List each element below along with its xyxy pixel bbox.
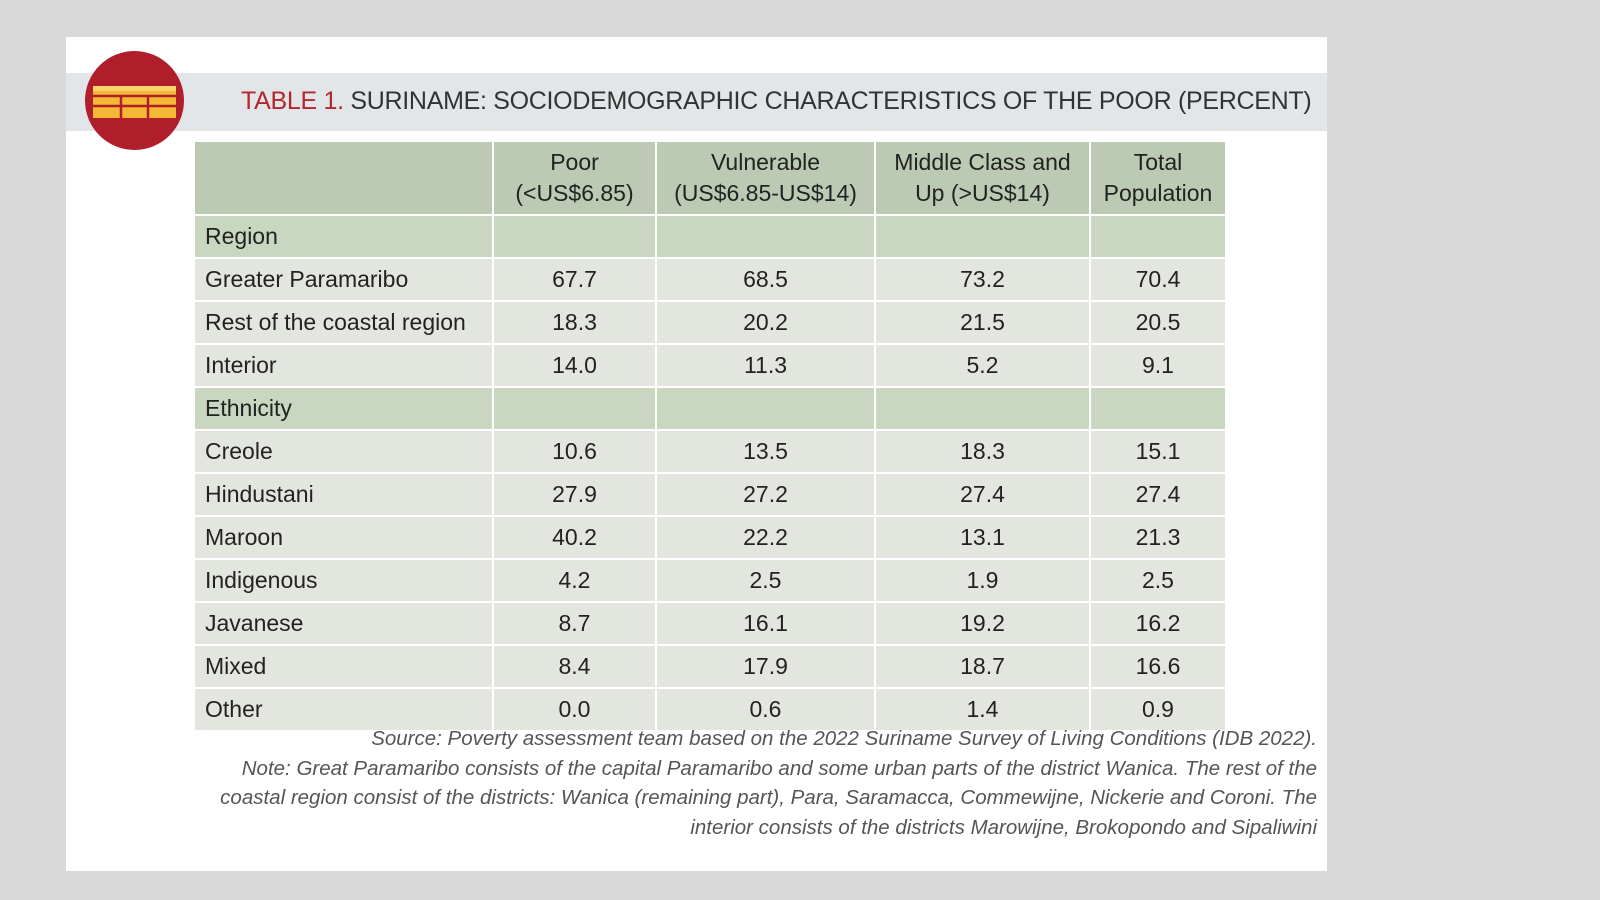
header-line: Vulnerable [710, 149, 821, 175]
value-cell: 1.4 [874, 687, 1091, 732]
value-cell: 13.5 [655, 429, 876, 474]
row-label-cell: Mixed [193, 644, 494, 689]
table-card: TABLE 1. SURINAME: SOCIODEMOGRAPHIC CHAR… [66, 37, 1327, 871]
value-cell [492, 386, 657, 431]
value-cell [492, 214, 657, 259]
table-title-text: SURINAME: SOCIODEMOGRAPHIC CHARACTERISTI… [350, 87, 1312, 115]
table-row: Mixed 8.4 17.9 18.7 16.6 [193, 644, 1227, 689]
value-cell: 0.9 [1089, 687, 1227, 732]
value-cell: 16.6 [1089, 644, 1227, 689]
value-cell: 20.2 [655, 300, 876, 345]
value-cell [655, 214, 876, 259]
value-cell: 40.2 [492, 515, 657, 560]
table-row: Indigenous 4.2 2.5 1.9 2.5 [193, 558, 1227, 603]
value-cell: 19.2 [874, 601, 1091, 646]
row-label-cell: Creole [193, 429, 494, 474]
header-line: Poor [550, 149, 599, 175]
row-label-cell: Hindustani [193, 472, 494, 517]
value-cell: 4.2 [492, 558, 657, 603]
value-cell: 22.2 [655, 515, 876, 560]
row-label-cell: Rest of the coastal region [193, 300, 494, 345]
header-cell-empty [193, 140, 494, 216]
value-cell [655, 386, 876, 431]
value-cell: 20.5 [1089, 300, 1227, 345]
group-label-cell: Region [193, 214, 494, 259]
value-cell: 27.4 [1089, 472, 1227, 517]
value-cell: 18.3 [492, 300, 657, 345]
value-cell: 5.2 [874, 343, 1091, 388]
table-row: Other 0.0 0.6 1.4 0.9 [193, 687, 1227, 732]
value-cell: 70.4 [1089, 257, 1227, 302]
value-cell: 16.2 [1089, 601, 1227, 646]
header-cell-middle-class: Middle Class and Up (>US$14) [874, 140, 1091, 216]
value-cell: 21.5 [874, 300, 1091, 345]
header-line: Population [1103, 180, 1213, 206]
row-label-cell: Greater Paramaribo [193, 257, 494, 302]
row-label-cell: Maroon [193, 515, 494, 560]
group-label-cell: Ethnicity [193, 386, 494, 431]
table-icon [85, 51, 184, 150]
value-cell: 18.3 [874, 429, 1091, 474]
value-cell: 0.6 [655, 687, 876, 732]
value-cell: 27.4 [874, 472, 1091, 517]
value-cell: 73.2 [874, 257, 1091, 302]
table-group-row: Region [193, 214, 1227, 259]
value-cell: 8.7 [492, 601, 657, 646]
table-row: Rest of the coastal region 18.3 20.2 21.5 20… [193, 300, 1227, 345]
row-label-cell: Other [193, 687, 494, 732]
table-row: Maroon 40.2 22.2 13.1 21.3 [193, 515, 1227, 560]
table-title: TABLE 1. SURINAME: SOCIODEMOGRAPHIC CHAR… [241, 87, 1312, 116]
note-line: coastal region consist of the districts:… [220, 786, 1317, 809]
header-line: Middle Class and [894, 149, 1071, 175]
note-line: interior consists of the districts Marow… [690, 815, 1317, 839]
value-cell: 67.7 [492, 257, 657, 302]
header-line: (<US$6.85) [515, 180, 634, 206]
header-line: (US$6.85-US$14) [674, 180, 857, 206]
row-label-cell: Indigenous [193, 558, 494, 603]
value-cell [1089, 386, 1227, 431]
value-cell [874, 386, 1091, 431]
value-cell: 27.2 [655, 472, 876, 517]
table-row: Javanese 8.7 16.1 19.2 16.2 [193, 601, 1227, 646]
source-note: Source: Poverty assessment team based on… [371, 727, 1317, 750]
table-row: Greater Paramaribo 67.7 68.5 73.2 70.4 [193, 257, 1227, 302]
data-table: Poor (<US$6.85) Vulnerable (US$6.85-US$1… [193, 140, 1227, 732]
value-cell: 13.1 [874, 515, 1091, 560]
value-cell: 10.6 [492, 429, 657, 474]
header-row: Poor (<US$6.85) Vulnerable (US$6.85-US$1… [193, 140, 1227, 216]
value-cell: 8.4 [492, 644, 657, 689]
table-notes: Source: Poverty assessment team based on… [117, 724, 1317, 842]
value-cell: 18.7 [874, 644, 1091, 689]
header-cell-vulnerable: Vulnerable (US$6.85-US$14) [655, 140, 876, 216]
value-cell [1089, 214, 1227, 259]
header-line: Total [1133, 149, 1183, 175]
title-band [66, 73, 1327, 131]
table-row: Hindustani 27.9 27.2 27.4 27.4 [193, 472, 1227, 517]
value-cell: 27.9 [492, 472, 657, 517]
value-cell: 11.3 [655, 343, 876, 388]
note-line: Note: Great Paramaribo consists of the c… [241, 756, 1317, 780]
table-group-row: Ethnicity [193, 386, 1227, 431]
header-cell-poor: Poor (<US$6.85) [492, 140, 657, 216]
table-row: Interior 14.0 11.3 5.2 9.1 [193, 343, 1227, 388]
value-cell: 68.5 [655, 257, 876, 302]
table-number: TABLE 1. [241, 87, 344, 115]
value-cell [874, 214, 1091, 259]
value-cell: 21.3 [1089, 515, 1227, 560]
value-cell: 17.9 [655, 644, 876, 689]
value-cell: 2.5 [1089, 558, 1227, 603]
header-line: Up (>US$14) [915, 180, 1050, 206]
value-cell: 15.1 [1089, 429, 1227, 474]
value-cell: 14.0 [492, 343, 657, 388]
value-cell: 9.1 [1089, 343, 1227, 388]
row-label-cell: Interior [193, 343, 494, 388]
table-body: Region Greater Paramaribo 67.7 68.5 73.2 70.4… [193, 214, 1227, 732]
value-cell: 0.0 [492, 687, 657, 732]
header-cell-total: Total Population [1089, 140, 1227, 216]
row-label-cell: Javanese [193, 601, 494, 646]
table-row: Creole 10.6 13.5 18.3 15.1 [193, 429, 1227, 474]
value-cell: 1.9 [874, 558, 1091, 603]
value-cell: 2.5 [655, 558, 876, 603]
value-cell: 16.1 [655, 601, 876, 646]
